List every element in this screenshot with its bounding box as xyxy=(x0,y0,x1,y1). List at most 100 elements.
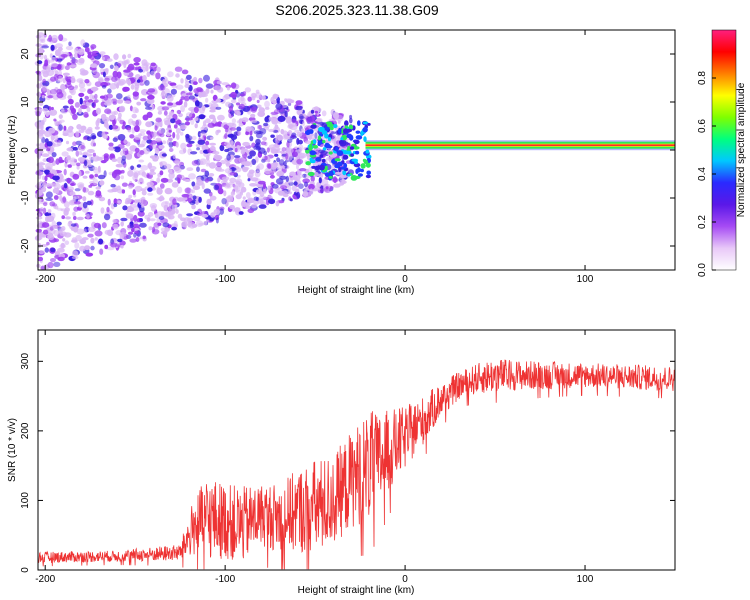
heatmap-cell xyxy=(76,59,85,66)
heatmap-cell xyxy=(355,135,363,140)
heatmap-cell xyxy=(125,213,134,219)
heatmap-cell xyxy=(74,102,80,108)
heatmap-cell xyxy=(39,142,45,149)
heatmap-cell xyxy=(363,159,368,164)
heatmap-cell xyxy=(357,120,361,126)
heatmap-cell xyxy=(298,183,304,189)
heatmap-cell xyxy=(138,178,144,183)
heatmap-cell xyxy=(177,213,183,219)
heatmap-cell xyxy=(46,148,51,152)
heatmap-cell xyxy=(192,195,197,200)
heatmap-cell xyxy=(114,65,119,72)
heatmap-cell xyxy=(216,80,223,85)
heatmap-cell xyxy=(68,220,73,225)
heatmap-cell xyxy=(116,93,123,100)
heatmap-cell xyxy=(189,189,194,194)
heatmap-cell xyxy=(229,172,237,176)
heatmap-cell xyxy=(148,171,157,175)
heatmap-cell xyxy=(113,169,122,175)
heatmap-cell xyxy=(205,88,210,95)
colorbar-tick-label: 0.2 xyxy=(697,215,708,229)
heatmap-cell xyxy=(301,120,306,127)
heatmap-cell xyxy=(79,245,86,252)
heatmap-cell xyxy=(46,65,52,70)
heatmap-cell xyxy=(194,100,200,107)
heatmap-cell xyxy=(159,183,165,189)
heatmap-cell xyxy=(92,152,96,157)
heatmap-cell xyxy=(120,244,124,249)
heatmap-cell xyxy=(233,155,241,159)
heatmap-cell xyxy=(67,85,75,91)
heatmap-cell xyxy=(184,179,191,182)
heatmap-cell xyxy=(222,178,228,183)
heatmap-cell xyxy=(115,163,124,168)
heatmap-cell xyxy=(67,95,73,100)
heatmap-cell xyxy=(275,147,281,151)
heatmap-cell xyxy=(142,135,149,141)
heatmap-cell xyxy=(56,58,63,62)
heatmap-cell xyxy=(238,157,246,163)
heatmap-cell xyxy=(101,131,106,138)
heatmap-cell xyxy=(47,261,54,269)
heatmap-cell xyxy=(46,69,55,76)
heatmap-cell xyxy=(287,138,293,143)
heatmap-cell xyxy=(336,150,344,156)
heatmap-cell xyxy=(83,245,91,251)
heatmap-cell xyxy=(66,147,73,152)
heatmap-cell xyxy=(64,75,69,81)
heatmap-cell xyxy=(124,100,131,104)
heatmap-cell xyxy=(175,73,180,78)
heatmap-cell xyxy=(127,231,134,235)
heatmap-cell xyxy=(224,127,229,133)
heatmap-cell xyxy=(238,103,245,110)
heatmap-cell xyxy=(38,165,44,171)
heatmap-cell xyxy=(44,175,48,182)
heatmap-cell xyxy=(52,187,59,194)
heatmap-cell xyxy=(36,83,42,89)
snr-y-ticks: 0 100 200 300 xyxy=(20,353,675,573)
heatmap-cell xyxy=(70,182,77,186)
heatmap-cell xyxy=(365,162,371,168)
heatmap-cell xyxy=(275,103,283,110)
colorbar-ticks: 0.0 0.2 0.4 0.6 0.8 xyxy=(697,71,716,277)
heatmap-cell xyxy=(86,106,91,113)
heatmap-cell xyxy=(140,98,147,102)
heatmap-cell xyxy=(154,213,159,219)
heatmap-cell xyxy=(129,76,137,83)
heatmap-cell xyxy=(237,131,242,136)
heatmap-cell xyxy=(247,155,253,159)
heatmap-cell xyxy=(205,154,210,161)
heatmap-cell xyxy=(238,211,244,215)
heatmap-cell xyxy=(324,172,331,177)
heatmap-cell xyxy=(250,119,258,123)
heatmap-cell xyxy=(104,108,112,114)
heatmap-cell xyxy=(35,43,43,47)
heatmap-cell xyxy=(267,185,271,191)
y-tick-label: 0 xyxy=(20,567,31,573)
heatmap-cell xyxy=(96,156,103,161)
heatmap-cell xyxy=(267,158,271,163)
heatmap-cell xyxy=(68,186,74,192)
heatmap-cell xyxy=(81,206,89,213)
heatmap-cell xyxy=(106,206,110,213)
heatmap-cell xyxy=(296,131,303,137)
heatmap-cell xyxy=(257,198,265,205)
chart-title: S206.2025.323.11.38.G09 xyxy=(275,2,438,18)
heatmap-cell xyxy=(146,71,151,78)
heatmap-cell xyxy=(230,91,238,99)
heatmap-cell xyxy=(54,134,59,141)
heatmap-cell xyxy=(133,62,140,66)
heatmap-cell xyxy=(298,139,303,145)
heatmap-cell xyxy=(295,105,303,111)
y-tick-label: -20 xyxy=(20,238,31,253)
heatmap-cell xyxy=(116,99,124,104)
heatmap-cell xyxy=(117,200,122,204)
heatmap-cell xyxy=(137,169,146,176)
heatmap-cell xyxy=(193,106,199,114)
heatmap-cell xyxy=(255,165,261,172)
heatmap-cell xyxy=(128,118,134,125)
heatmap-cell xyxy=(188,173,196,180)
heatmap-cell xyxy=(172,154,176,160)
